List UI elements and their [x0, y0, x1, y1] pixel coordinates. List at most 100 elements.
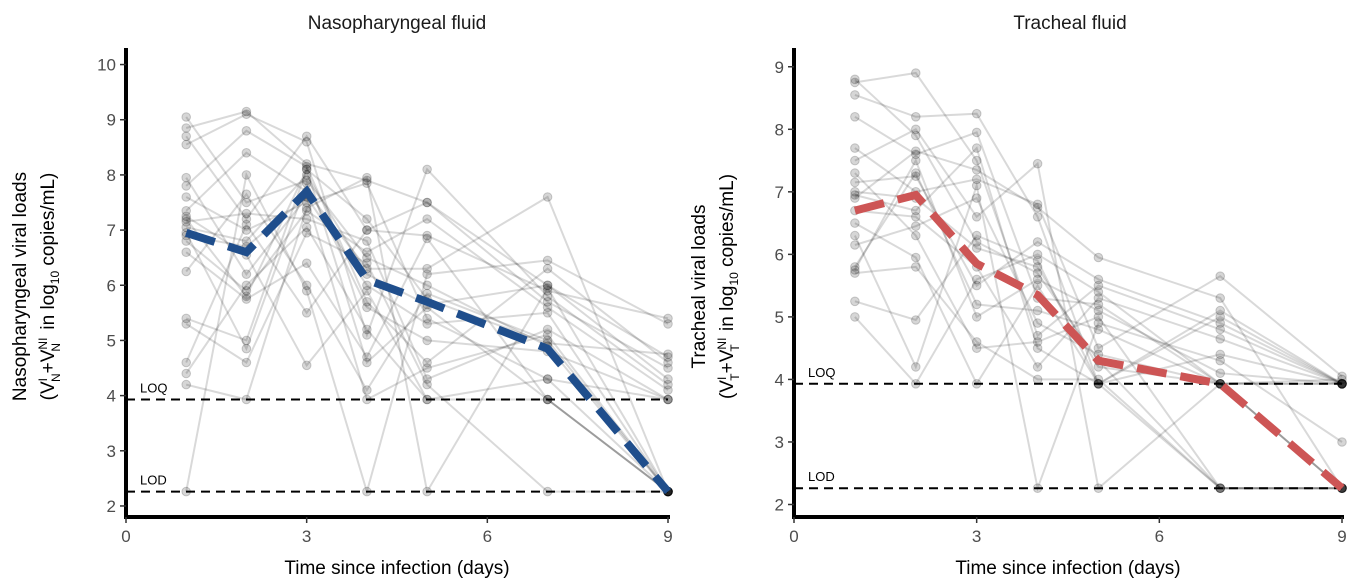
- individual-point: [301, 161, 312, 172]
- individual-line: [185, 173, 669, 380]
- individual-point: [422, 357, 432, 368]
- individual-point: [422, 363, 432, 373]
- tracheal-panel: Tracheal fluid LOQ LOD 2 3 4 5 6 7 8 9 0 3 6 9 Time sin…: [689, 13, 1347, 579]
- individual-point: [241, 225, 252, 235]
- individual-point: [542, 291, 553, 302]
- ylabel-end: copies/mL): [717, 174, 738, 272]
- individual-point: [301, 170, 312, 180]
- ylabel-mid: in log: [717, 286, 738, 337]
- individual-point: [971, 312, 982, 322]
- individual-point: [850, 262, 860, 272]
- individual-point: [663, 363, 673, 373]
- individual-point: [850, 168, 860, 178]
- ylabel-sub: T: [728, 344, 742, 352]
- y-tick-label: 5: [107, 331, 116, 350]
- ylabel-plus: +V: [717, 349, 738, 373]
- individual-point: [542, 280, 553, 291]
- individual-point: [1215, 312, 1225, 322]
- individual-line: [185, 113, 669, 386]
- individual-point: [422, 263, 432, 274]
- ylabel-sup: I: [715, 377, 729, 380]
- individual-point: [241, 219, 252, 230]
- individual-point: [181, 313, 191, 324]
- ylabel-sup: NI: [715, 338, 729, 350]
- individual-point: [971, 243, 982, 253]
- individual-point: [1032, 280, 1043, 291]
- individual-point: [422, 374, 432, 384]
- individual-point: [241, 236, 252, 246]
- individual-point: [241, 343, 252, 354]
- individual-point: [1093, 318, 1104, 328]
- individual-point: [1215, 324, 1225, 335]
- panel-title: Nasopharyngeal fluid: [308, 13, 487, 34]
- individual-point: [971, 108, 982, 119]
- individual-point: [362, 214, 372, 224]
- individual-point: [241, 170, 252, 180]
- individual-point: [301, 131, 312, 142]
- individual-point: [422, 319, 432, 329]
- individual-point: [971, 343, 982, 354]
- individual-point: [181, 368, 191, 379]
- individual-point: [181, 319, 191, 329]
- individual-point: [663, 349, 673, 360]
- individual-point: [542, 374, 553, 384]
- individual-point: [1032, 212, 1043, 222]
- individual-point: [911, 230, 921, 241]
- individual-point: [181, 379, 191, 390]
- individual-point: [1215, 293, 1225, 303]
- ref-label-lod: LOD: [140, 473, 167, 488]
- ylabel-mid: in log: [38, 284, 59, 335]
- individual-point: [542, 286, 553, 296]
- individual-point: [911, 171, 921, 181]
- individual-point: [362, 302, 372, 313]
- y-tick-label: 2: [107, 497, 116, 516]
- individual-point: [850, 90, 860, 100]
- individual-point: [422, 313, 432, 324]
- individual-point: [850, 177, 860, 188]
- individual-point: [850, 240, 860, 250]
- individual-point: [542, 280, 553, 291]
- individual-point: [301, 203, 312, 213]
- individual-point: [362, 385, 372, 395]
- individual-point: [362, 247, 372, 257]
- y-tick-label: 2: [775, 495, 784, 514]
- individual-point: [301, 175, 312, 186]
- individual-point: [362, 357, 372, 368]
- individual-point: [422, 233, 432, 244]
- individual-point: [362, 258, 372, 269]
- individual-point: [911, 155, 921, 166]
- ylabel-plus: +V: [38, 349, 59, 373]
- individual-point: [301, 286, 312, 296]
- individual-point: [663, 319, 673, 329]
- individual-point: [362, 330, 372, 340]
- individual-point: [422, 197, 432, 208]
- individual-point: [362, 297, 372, 307]
- individual-point: [1215, 334, 1225, 344]
- individual-point: [971, 143, 982, 153]
- individual-point: [1032, 305, 1043, 316]
- individual-point: [241, 280, 252, 291]
- individual-point: [663, 352, 673, 362]
- ylabel-sub: 10: [48, 271, 62, 285]
- individual-point: [181, 112, 191, 122]
- individual-point: [850, 312, 860, 322]
- individual-point: [663, 385, 673, 395]
- individual-point: [301, 308, 312, 318]
- x-tick-label: 6: [483, 527, 492, 546]
- individual-point: [1337, 437, 1347, 447]
- individual-line: [185, 129, 669, 364]
- individual-point: [241, 126, 252, 136]
- individual-point: [422, 379, 432, 390]
- individual-point: [362, 178, 372, 188]
- individual-point: [663, 357, 673, 368]
- individual-point: [301, 159, 312, 169]
- individual-point: [1032, 268, 1043, 278]
- individual-point: [542, 297, 553, 307]
- y-tick-label: 7: [107, 221, 116, 240]
- individual-point: [850, 193, 860, 203]
- individual-point: [971, 193, 982, 203]
- individual-line: [185, 192, 669, 493]
- individual-point: [850, 143, 860, 153]
- y-tick-label: 9: [107, 111, 116, 130]
- individual-point: [241, 357, 252, 368]
